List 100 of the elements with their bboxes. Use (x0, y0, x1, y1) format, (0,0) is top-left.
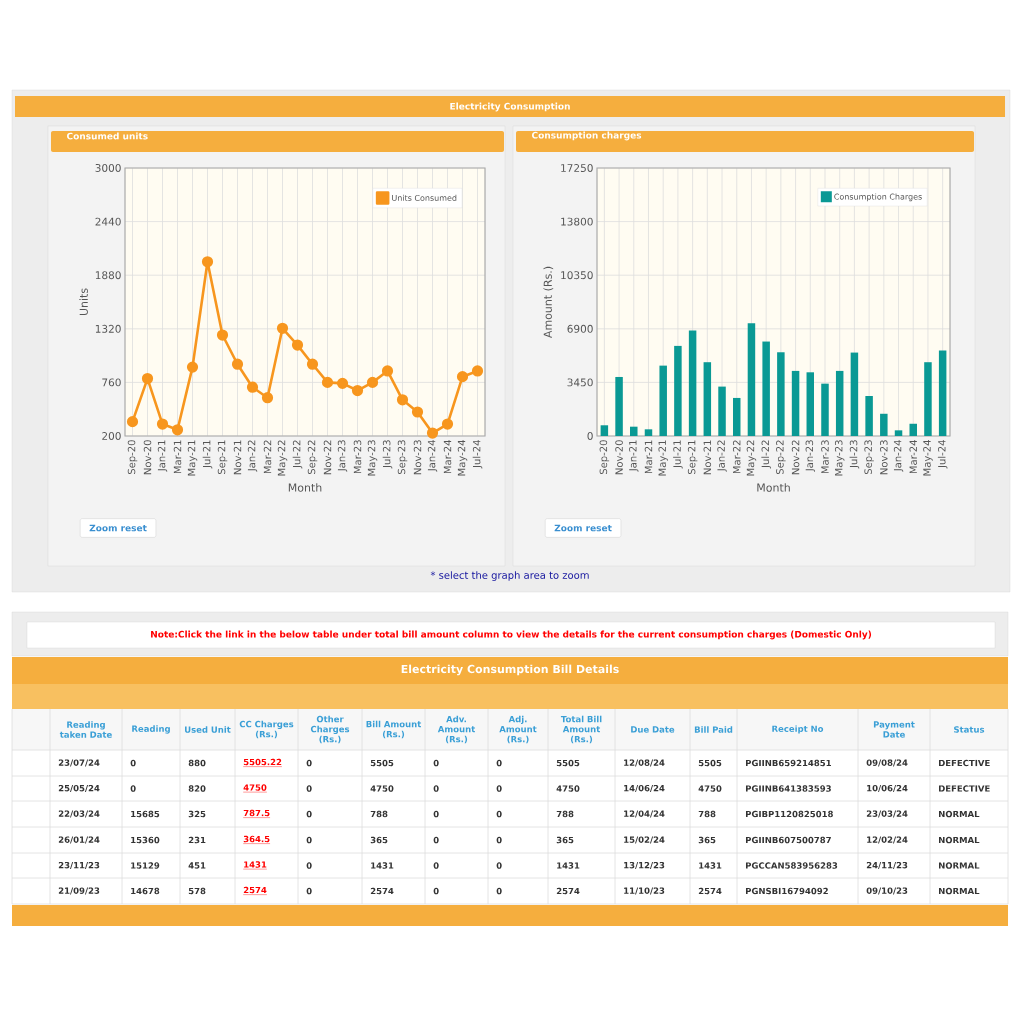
text: 365 (698, 836, 716, 844)
text: 788 (556, 810, 574, 818)
text: 23/11/23 (58, 861, 100, 870)
point (351, 384, 364, 397)
point (186, 361, 199, 373)
x-tick-label: Jan-22 (247, 440, 258, 472)
category-label: Bill Paid (694, 726, 733, 733)
x-tick-label: Jan-22 (717, 440, 727, 472)
text: 0 (306, 862, 312, 869)
x-tick-label: Jan-21 (157, 440, 168, 472)
x-tick-label: May-21 (658, 440, 668, 476)
bar (938, 350, 947, 437)
x-tick-label: Jan-23 (805, 440, 815, 472)
text: 4750 (556, 785, 580, 792)
point (456, 371, 469, 383)
x-tick-label: May-21 (187, 440, 198, 476)
bar (777, 352, 785, 437)
text: 2574 (243, 886, 267, 894)
category-label: Due Date (631, 726, 675, 733)
text: Electricity Consumption (450, 102, 570, 112)
y-tick-label: 0 (587, 432, 593, 440)
point (276, 322, 289, 334)
text: PGIINB659214851 (746, 759, 831, 767)
y-tick-label: 200 (102, 432, 121, 440)
x-tick-label: Jul-22 (292, 440, 303, 469)
text: 2574 (556, 887, 580, 895)
text: 13/12/23 (624, 861, 665, 870)
point (261, 392, 274, 404)
x-tick-label: Mar-21 (644, 440, 653, 474)
point (426, 427, 439, 439)
text: 820 (188, 785, 206, 792)
text: 5505 (698, 759, 722, 767)
text: Zoom reset (89, 524, 147, 532)
text: 23/03/24 (866, 810, 908, 818)
x-tick-label: Jul-23 (849, 440, 860, 469)
text: 0 (433, 810, 439, 818)
text: 0 (306, 836, 312, 844)
x-tick-label: May-23 (367, 440, 378, 476)
text: Electricity Consumption Bill Details (401, 664, 619, 676)
bar (718, 386, 726, 437)
text: 880 (188, 759, 206, 767)
x-tick-label: Sep-21 (687, 440, 698, 475)
legend-label: Units Consumed (392, 194, 457, 201)
text: NORMAL (939, 887, 980, 895)
x-tick-label: Jul-24 (937, 440, 948, 469)
bar (850, 352, 859, 437)
text: 0 (496, 862, 502, 869)
text: 365 (556, 836, 574, 844)
point (156, 418, 169, 430)
category-label: CC Charges (Rs.) (239, 720, 294, 739)
point (381, 365, 394, 377)
x-tick-label: Sep-21 (217, 440, 228, 475)
text: PGNSBI16794092 (746, 887, 828, 895)
text: 0 (433, 759, 439, 767)
point (321, 376, 334, 389)
text: 5505.22 (243, 758, 282, 766)
text: 15/02/24 (624, 836, 665, 844)
text: 09/08/24 (866, 759, 908, 767)
category-label: Receipt No (772, 725, 824, 734)
x-tick-label: Nov-22 (323, 440, 332, 475)
bar (644, 429, 653, 437)
category-label: Used Unit (185, 726, 231, 733)
text: Zoom reset (554, 524, 612, 532)
text: 0 (496, 836, 502, 844)
x-tick-label: Mar-22 (732, 440, 741, 474)
text: 0 (130, 759, 136, 767)
text: 22/03/24 (58, 810, 100, 818)
bar (659, 365, 667, 437)
bar (600, 425, 609, 437)
chart-title: Consumed units (66, 132, 148, 140)
text: 364.5 (243, 835, 270, 843)
x-tick-label: Nov-20 (143, 440, 152, 475)
category-label: Payment Date (873, 721, 915, 738)
text: 787.5 (243, 809, 270, 817)
text: 0 (306, 785, 312, 792)
y-tick-label: 17250 (561, 164, 593, 172)
bar (806, 372, 815, 437)
x-tick-label: Jul-21 (202, 440, 213, 469)
point (141, 372, 154, 385)
category-label: Total Bill Amount (Rs.) (560, 715, 602, 744)
y-tick-label: 1880 (95, 271, 121, 280)
bar (791, 370, 800, 437)
text: 12/04/24 (624, 810, 665, 818)
text: 5505 (370, 759, 394, 767)
bar (924, 362, 932, 437)
x-tick-label: Mar-23 (353, 440, 362, 474)
x-tick-label: May-23 (834, 440, 845, 476)
text: 578 (188, 887, 206, 895)
x-tick-label: Jul-24 (472, 440, 483, 469)
x-tick-label: Sep-22 (307, 440, 318, 475)
x-tick-label: Jul-22 (761, 440, 771, 469)
bar (880, 413, 888, 437)
point (246, 381, 259, 393)
bar (688, 330, 697, 437)
category-label: Reading taken Date (59, 721, 112, 738)
x-tick-label: Jan-23 (337, 440, 348, 472)
x-tick-label: Sep-20 (599, 440, 610, 475)
y-tick-label: 1320 (95, 324, 121, 333)
text: 26/01/24 (58, 836, 100, 844)
text: 0 (306, 810, 312, 818)
